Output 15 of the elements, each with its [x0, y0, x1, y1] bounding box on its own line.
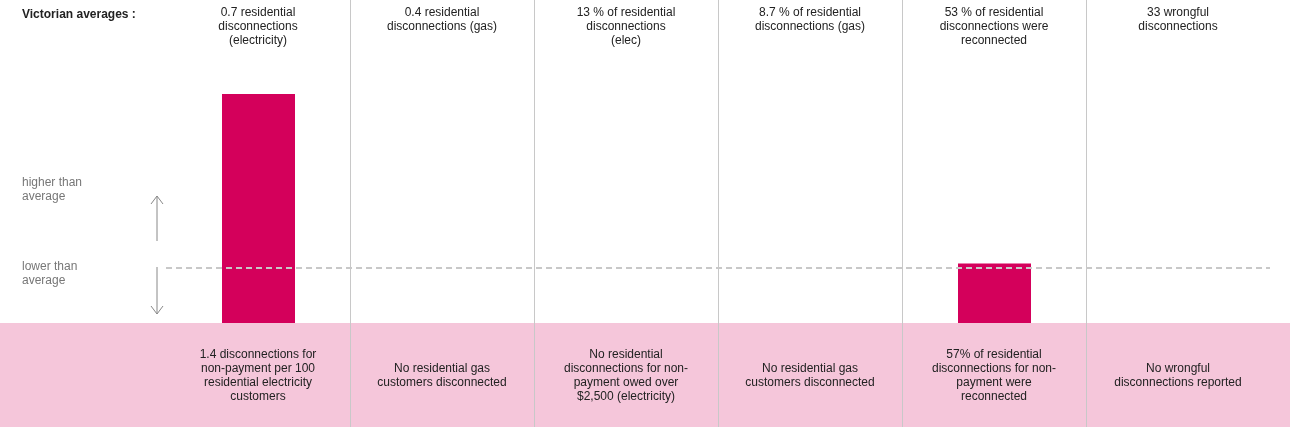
x-tick-label: 53 % of residential disconnections were reconnected	[939, 5, 1049, 47]
x-tick-label: 0.7 residential disconnections (electricity)	[218, 5, 298, 47]
text: No residential gas customers disconnected	[376, 361, 508, 389]
text: 57% of residential disconnections for non-payment were reconnected	[930, 347, 1058, 403]
text: higher than average	[22, 175, 84, 203]
text: lower than average	[22, 259, 79, 287]
text: No wrongful disconnections reported	[1113, 361, 1243, 389]
x-tick-label: 8.7 % of residential disconnections (gas)	[754, 5, 866, 33]
text: No residential gas customers disconnected	[744, 361, 876, 389]
text: Victorian averages :	[22, 7, 136, 21]
text: No residential disconnections for non-payment owed over $2,500 (electricity)	[562, 347, 690, 403]
x-tick-label: 13 % of residential disconnections (elec)	[576, 5, 676, 47]
x-tick-label: 0.4 residential disconnections (gas)	[386, 5, 498, 33]
text: 1.4 disconnections for non-payment per 100 residential electricity customers	[198, 347, 318, 403]
x-tick-label: 33 wrongful disconnections	[1138, 5, 1218, 33]
